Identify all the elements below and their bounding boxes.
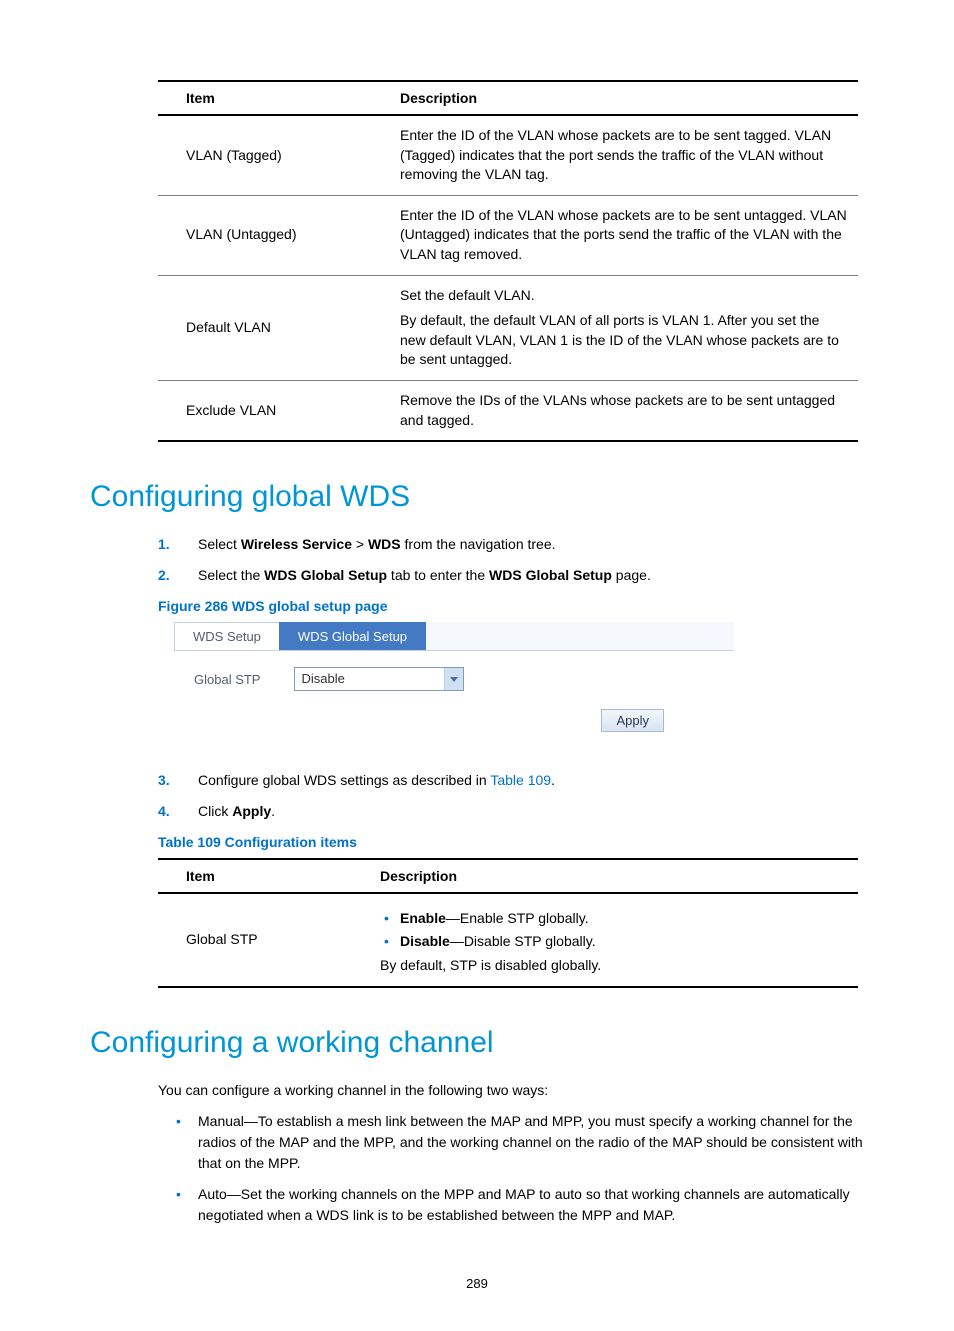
- step-2: 2. Select the WDS Global Setup tab to en…: [158, 565, 864, 586]
- step-1: 1. Select Wireless Service > WDS from th…: [158, 534, 864, 555]
- step-bold: Wireless Service: [241, 536, 352, 552]
- global-stp-label: Global STP: [194, 672, 260, 687]
- tab-wds-setup[interactable]: WDS Setup: [174, 622, 280, 650]
- step-text: Configure global WDS settings as describ…: [198, 772, 490, 788]
- vlan-config-table: Item Description VLAN (Tagged) Enter the…: [158, 80, 858, 442]
- table-caption: Table 109 Configuration items: [158, 834, 864, 850]
- step-text: Select the: [198, 567, 264, 583]
- figure-caption: Figure 286 WDS global setup page: [158, 598, 864, 614]
- table-header-item: Item: [158, 81, 390, 115]
- table-note: By default, STP is disabled globally.: [380, 956, 848, 976]
- table-cell-desc-line2: By default, the default VLAN of all port…: [400, 311, 848, 370]
- step-bold: Apply: [232, 803, 271, 819]
- intro-paragraph: You can configure a working channel in t…: [158, 1080, 864, 1101]
- bullet-rest: —Disable STP globally.: [450, 933, 596, 949]
- step-text: from the navigation tree.: [401, 536, 556, 552]
- table-cell-item: Exclude VLAN: [158, 380, 390, 441]
- step-text: .: [551, 772, 555, 788]
- list-item: Manual—To establish a mesh link between …: [158, 1111, 864, 1174]
- table-cell-desc: Set the default VLAN. By default, the de…: [390, 275, 858, 380]
- step-bold: WDS Global Setup: [264, 567, 387, 583]
- table-row: Exclude VLAN Remove the IDs of the VLANs…: [158, 380, 858, 441]
- table-cell-item: VLAN (Tagged): [158, 115, 390, 195]
- step-number: 3.: [158, 770, 170, 791]
- bullet-bold: Enable: [400, 910, 446, 926]
- table-row: VLAN (Untagged) Enter the ID of the VLAN…: [158, 195, 858, 275]
- step-text: Click: [198, 803, 232, 819]
- step-number: 4.: [158, 801, 170, 822]
- select-value: Disable: [295, 668, 444, 690]
- step-bold: WDS Global Setup: [489, 567, 612, 583]
- step-text: .: [271, 803, 275, 819]
- step-bold: WDS: [368, 536, 401, 552]
- global-stp-select[interactable]: Disable: [294, 667, 464, 691]
- config-items-table: Item Description Global STP Enable—Enabl…: [158, 858, 858, 988]
- table-row: Global STP Enable—Enable STP globally. D…: [158, 893, 858, 987]
- table-header-item: Item: [158, 859, 370, 893]
- table-header-desc: Description: [390, 81, 858, 115]
- tab-bar: WDS Setup WDS Global Setup: [174, 622, 734, 651]
- list-item: Auto—Set the working channels on the MPP…: [158, 1184, 864, 1226]
- step-text: page.: [612, 567, 651, 583]
- list-item: Enable—Enable STP globally.: [380, 908, 848, 929]
- table-cell-item: Global STP: [158, 893, 370, 987]
- chevron-down-icon: [444, 668, 463, 690]
- wds-global-setup-widget: WDS Setup WDS Global Setup Global STP Di…: [174, 622, 734, 742]
- table-cell-desc: Remove the IDs of the VLANs whose packet…: [390, 380, 858, 441]
- table-cell-desc: Enter the ID of the VLAN whose packets a…: [390, 195, 858, 275]
- table-row: Default VLAN Set the default VLAN. By de…: [158, 275, 858, 380]
- section-heading-working-channel: Configuring a working channel: [90, 1026, 864, 1060]
- step-text: >: [352, 536, 368, 552]
- step-4: 4. Click Apply.: [158, 801, 864, 822]
- table-cell-item: VLAN (Untagged): [158, 195, 390, 275]
- bullet-bold: Disable: [400, 933, 450, 949]
- table-109-link[interactable]: Table 109: [490, 772, 551, 788]
- tab-wds-global-setup[interactable]: WDS Global Setup: [279, 622, 426, 650]
- table-cell-desc-line1: Set the default VLAN.: [400, 287, 535, 303]
- list-item: Disable—Disable STP globally.: [380, 931, 848, 952]
- step-number: 2.: [158, 565, 170, 586]
- apply-button[interactable]: Apply: [601, 709, 664, 732]
- table-cell-desc: Enable—Enable STP globally. Disable—Disa…: [370, 893, 858, 987]
- step-number: 1.: [158, 534, 170, 555]
- section-heading-global-wds: Configuring global WDS: [90, 480, 864, 514]
- table-row: VLAN (Tagged) Enter the ID of the VLAN w…: [158, 115, 858, 195]
- page-number: 289: [90, 1276, 864, 1291]
- table-cell-item: Default VLAN: [158, 275, 390, 380]
- step-text: tab to enter the: [387, 567, 489, 583]
- step-text: Select: [198, 536, 241, 552]
- table-cell-desc: Enter the ID of the VLAN whose packets a…: [390, 115, 858, 195]
- step-3: 3. Configure global WDS settings as desc…: [158, 770, 864, 791]
- bullet-rest: —Enable STP globally.: [446, 910, 589, 926]
- table-header-desc: Description: [370, 859, 858, 893]
